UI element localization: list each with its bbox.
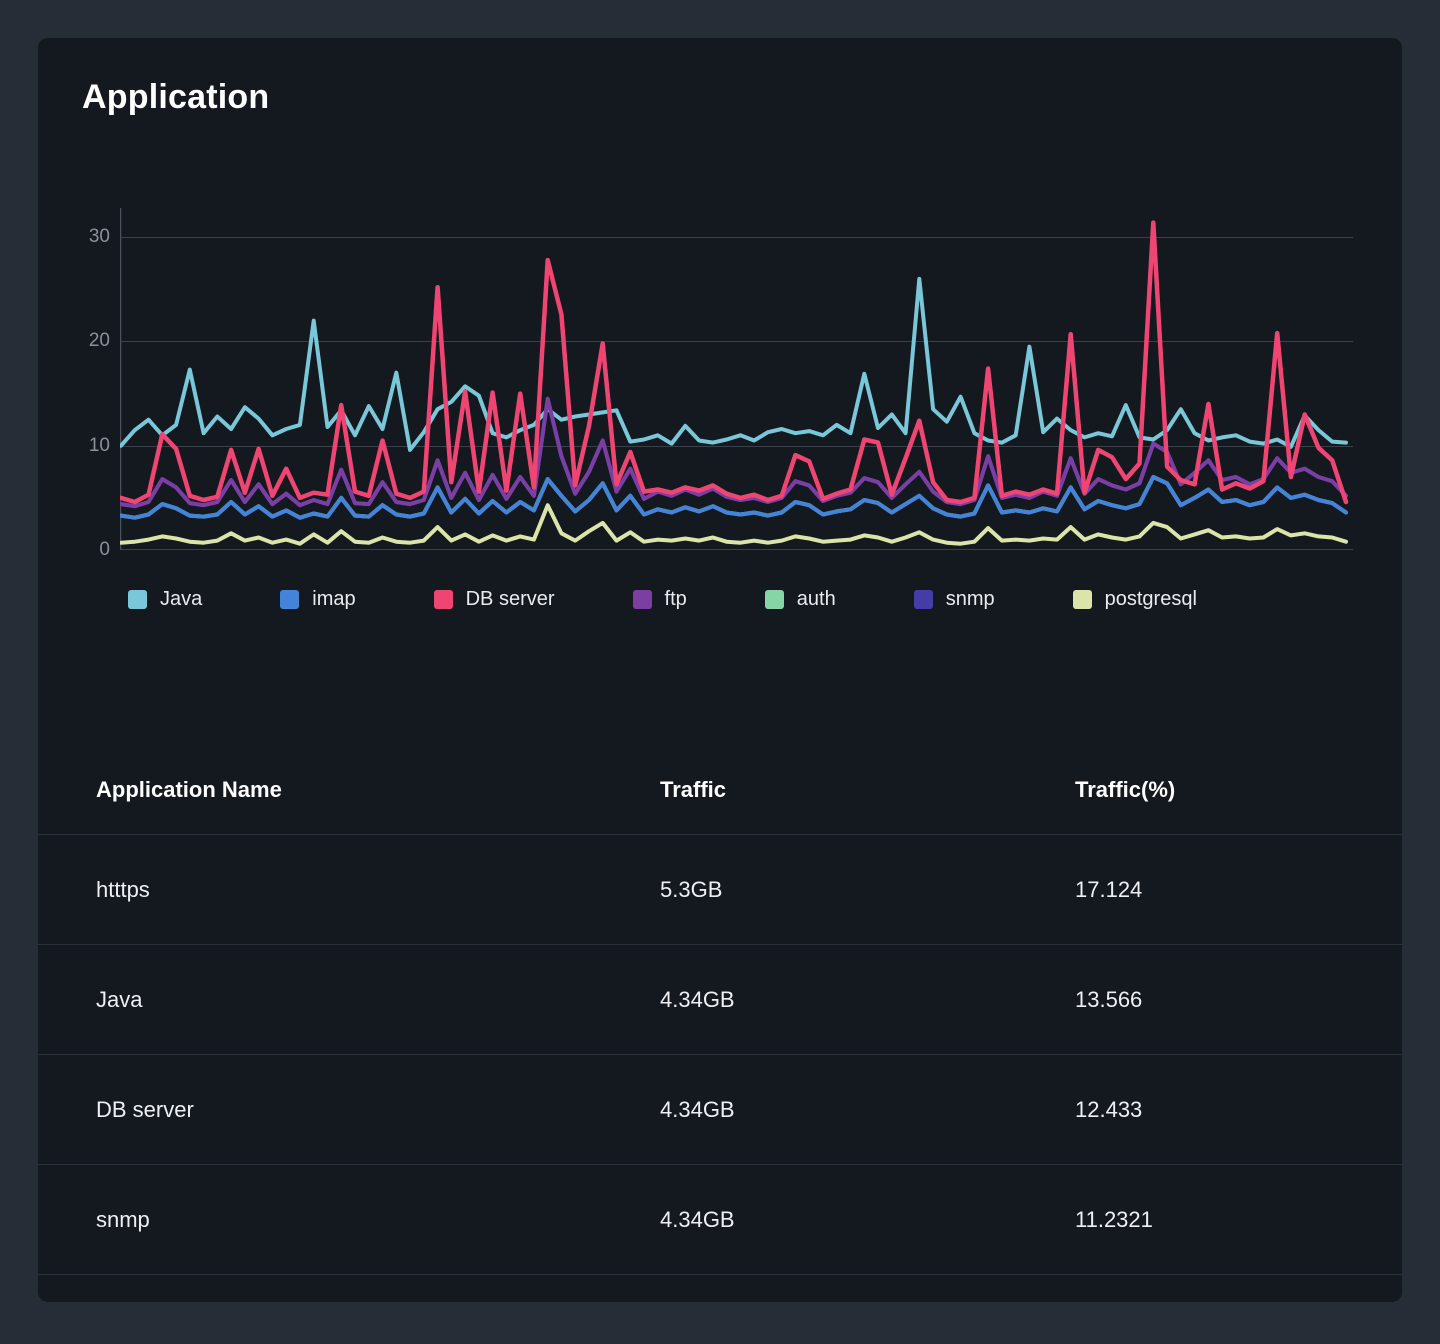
series-line-db-server bbox=[120, 220, 1349, 505]
application-traffic-card: Application 0 10 20 30 Java imap DB server ftp… bbox=[38, 38, 1402, 1302]
cell-application-name: snmp bbox=[96, 1206, 150, 1232]
legend-label: Java bbox=[160, 588, 203, 610]
cell-traffic-pct: 13.566 bbox=[1075, 986, 1143, 1012]
legend-item-postgresql[interactable]: postgresql bbox=[1072, 588, 1197, 611]
legend-item-ftp[interactable]: ftp bbox=[632, 588, 687, 611]
legend-item-java[interactable]: Java bbox=[128, 588, 202, 611]
cell-application-name: DB server bbox=[96, 1096, 194, 1122]
legend-item-auth[interactable]: auth bbox=[764, 588, 836, 611]
cell-traffic: 4.34GB bbox=[660, 986, 735, 1012]
y-axis-tick-label: 0 bbox=[99, 539, 110, 560]
legend-swatch-icon bbox=[433, 590, 453, 609]
table-row: htttps 5.3GB 17.124 bbox=[38, 835, 1402, 945]
column-header-traffic: Traffic bbox=[660, 776, 727, 802]
legend-label: auth bbox=[796, 588, 836, 610]
table-body: htttps 5.3GB 17.124 Java 4.34GB 13.566 DB serv… bbox=[38, 835, 1402, 1275]
legend-swatch-icon bbox=[913, 590, 933, 609]
legend-swatch-icon bbox=[128, 590, 147, 609]
table-header-row: Application Name Traffic Traffic(%) bbox=[38, 745, 1402, 835]
chart-legend: Java imap DB server ftp auth snmp postgresql bbox=[128, 588, 1342, 611]
legend-label: postgresql bbox=[1104, 588, 1197, 610]
legend-label: DB server bbox=[465, 588, 555, 610]
traffic-chart bbox=[120, 208, 1353, 550]
column-header-application-name: Application Name bbox=[96, 776, 282, 802]
series-line-ftp bbox=[120, 396, 1348, 509]
series-line-imap bbox=[120, 475, 1348, 520]
cell-traffic: 5.3GB bbox=[660, 876, 723, 902]
legend-swatch-icon bbox=[632, 590, 652, 609]
column-header-traffic-pct: Traffic(%) bbox=[1075, 776, 1176, 802]
legend-swatch-icon bbox=[280, 590, 300, 609]
table-row: Java 4.34GB 13.566 bbox=[38, 945, 1402, 1055]
application-table: Application Name Traffic Traffic(%) httt… bbox=[38, 745, 1402, 1275]
y-axis-tick-label: 10 bbox=[88, 434, 110, 456]
legend-label: ftp bbox=[664, 588, 687, 610]
y-axis-tick-label: 30 bbox=[88, 226, 110, 248]
legend-label: imap bbox=[312, 588, 356, 610]
table-row: snmp 4.34GB 11.2321 bbox=[38, 1165, 1402, 1275]
cell-traffic: 4.34GB bbox=[660, 1096, 735, 1122]
y-axis-tick-label: 20 bbox=[88, 330, 110, 352]
legend-swatch-icon bbox=[1072, 590, 1092, 609]
cell-application-name: htttps bbox=[96, 876, 150, 902]
cell-traffic-pct: 11.2321 bbox=[1075, 1206, 1153, 1232]
cell-traffic-pct: 17.124 bbox=[1075, 876, 1143, 902]
series-line-postgresql bbox=[120, 503, 1348, 546]
traffic-chart-plot bbox=[120, 208, 1353, 550]
legend-swatch-icon bbox=[764, 590, 784, 609]
y-axis-tick-labels: 0 10 20 30 bbox=[64, 208, 110, 560]
table-row: DB server 4.34GB 12.433 bbox=[38, 1055, 1402, 1165]
cell-traffic: 4.34GB bbox=[660, 1206, 735, 1232]
legend-item-snmp[interactable]: snmp bbox=[913, 588, 995, 611]
cell-traffic-pct: 12.433 bbox=[1075, 1096, 1143, 1122]
legend-item-db-server[interactable]: DB server bbox=[433, 588, 555, 611]
page-title: Application bbox=[82, 78, 270, 116]
cell-application-name: Java bbox=[96, 986, 143, 1012]
legend-label: snmp bbox=[945, 588, 995, 610]
legend-item-imap[interactable]: imap bbox=[280, 588, 356, 611]
